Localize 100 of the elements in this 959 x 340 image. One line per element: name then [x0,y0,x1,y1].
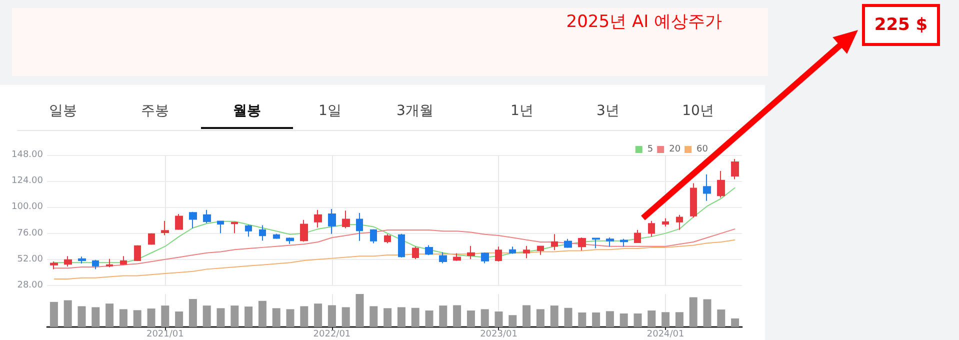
bar [50,302,58,327]
text: 일봉 [48,102,78,120]
candlestick [564,238,572,248]
candlestick [509,246,516,254]
candlestick [537,245,544,256]
candlestick [648,220,655,238]
candlestick [662,218,669,228]
bar [342,307,350,327]
x-tick-label: 2021/01 [146,330,184,340]
candlestick [106,258,113,268]
y-tick-label: 28.00 [17,280,44,290]
candlestick [78,256,86,264]
bar [328,305,336,327]
bar [411,308,420,327]
candlestick [231,221,238,234]
bar [133,310,142,327]
candlestick [467,245,475,260]
bar [717,310,726,327]
candlestick [578,237,586,251]
bar [689,297,698,327]
candlestick [120,256,127,266]
candlestick [203,209,211,224]
bar [703,299,712,327]
line-series [53,239,736,280]
candlestick [495,246,502,262]
bar [564,308,572,327]
candlestick [148,232,155,246]
bar [508,315,517,327]
candlestick [439,252,447,264]
bar [425,310,434,327]
text: 1년 [510,102,534,120]
text: 1일 [318,102,342,120]
legend-label: 5 [647,144,654,154]
bar [92,307,100,327]
y-tick-label: 76.00 [17,228,44,238]
candlestick [189,211,197,229]
candlestick [370,228,377,244]
candlestick [606,237,614,248]
y-tick-label: 148.00 [12,150,44,160]
candlestick [523,245,530,259]
text: 225 $ [862,4,940,46]
bar [606,311,614,327]
text: 3년 [596,102,620,120]
bar [314,304,322,327]
bar [662,312,670,327]
legend-label: 60 [696,144,708,154]
y-tick-label: 124.00 [12,176,44,186]
candlestick [634,229,641,244]
bar [188,298,197,327]
bar [119,309,128,327]
candlestick [161,220,169,236]
bar [286,309,294,327]
x-tick-label: 2022/01 [313,330,351,340]
candlestick [245,224,252,238]
candlestick [314,209,322,228]
bar [439,306,448,327]
bar [175,311,184,327]
y-tick-label: 100.00 [12,202,44,212]
line-series [53,187,736,264]
candlestick [356,212,363,242]
bar [592,312,600,327]
bar [397,307,406,327]
bar [147,308,156,327]
bar [300,306,308,327]
bar [202,306,211,327]
text: 주봉 [140,102,170,120]
candlestick [342,210,350,229]
bar [161,306,170,327]
candlestick [217,220,224,234]
candlestick [731,158,739,180]
candlestick [453,252,461,262]
candlestick [134,244,141,262]
bar [675,312,684,327]
candlestick [620,238,628,248]
candlestick [717,170,725,198]
bar [64,300,72,327]
bar [578,312,586,327]
bar [480,309,489,327]
bar [106,304,114,327]
bar [550,306,558,327]
candlestick [50,260,58,270]
text: 2025년 AI 예상주가 [565,11,722,33]
bar [731,318,740,327]
candlestick [259,224,266,242]
bar [356,294,364,327]
bar [272,308,280,327]
bar [230,306,239,327]
text: 10년 [681,102,715,120]
bar [634,313,642,327]
candlestick [328,208,336,234]
candlestick [286,237,294,244]
bar [370,306,378,327]
x-tick-label: 2023/01 [480,330,518,340]
bar [384,308,392,327]
candlestick [551,234,558,251]
bar [216,308,225,327]
bar [78,306,86,327]
bar [522,305,531,327]
candlestick [300,219,308,242]
x-tick-label: 2024/01 [646,330,684,340]
